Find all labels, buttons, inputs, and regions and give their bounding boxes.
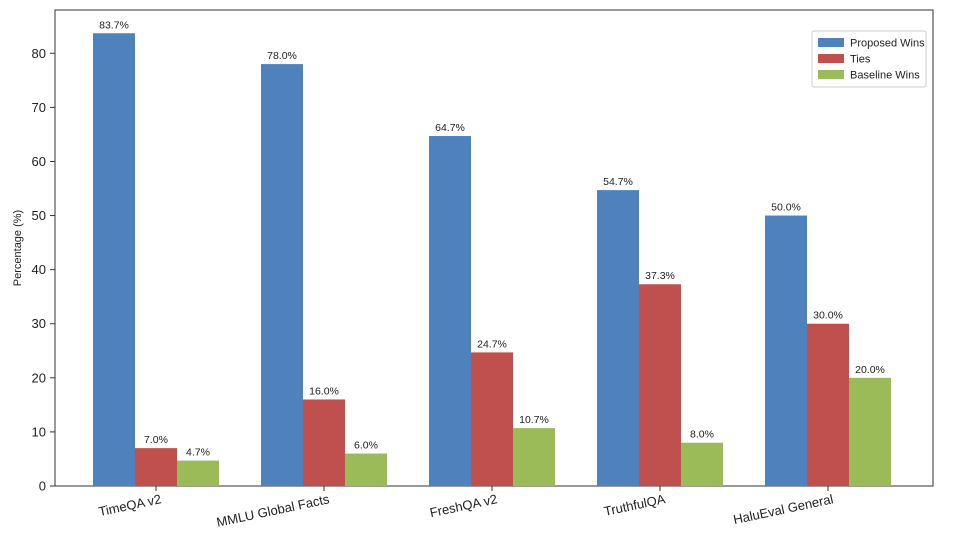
y-tick-label: 0	[39, 479, 46, 494]
bar-baseline-wins	[681, 442, 723, 486]
bar-baseline-wins	[513, 428, 555, 486]
y-tick-label: 60	[32, 154, 46, 169]
data-label: 83.7%	[99, 19, 129, 31]
y-tick-label: 10	[32, 424, 46, 439]
data-label: 50.0%	[771, 202, 801, 214]
x-tick-label: TimeQA v2	[97, 491, 163, 519]
data-label: 4.7%	[186, 447, 210, 459]
legend-entry: Ties	[850, 54, 871, 66]
data-label: 78.0%	[267, 50, 297, 62]
legend: Proposed Wins Ties Baseline Wins	[811, 30, 927, 88]
data-label: 20.0%	[855, 364, 885, 376]
legend-swatch	[818, 54, 844, 63]
data-label: 7.0%	[144, 434, 168, 446]
data-label: 16.0%	[309, 385, 339, 397]
data-label: 10.7%	[519, 414, 549, 426]
legend-swatch	[818, 38, 844, 47]
bar-baseline-wins	[177, 460, 219, 486]
bar-proposed-wins	[765, 215, 807, 486]
bar-ties	[639, 284, 681, 486]
bar-proposed-wins	[429, 136, 471, 487]
data-label: 6.0%	[354, 440, 378, 452]
y-tick-label: 20	[32, 370, 46, 385]
y-tick-label: 70	[32, 100, 46, 115]
bar-proposed-wins	[261, 64, 303, 486]
bar-ties	[807, 323, 849, 486]
y-axis: 0 10 20 30 40 50 60 70 80	[32, 46, 55, 494]
x-tick-label: MMLU Global Facts	[215, 491, 331, 530]
data-label: 24.7%	[477, 338, 507, 350]
y-tick-label: 80	[32, 46, 46, 61]
bar-baseline-wins	[345, 453, 387, 486]
x-tick-label: TruthfulQA	[602, 491, 666, 519]
bar-ties	[471, 352, 513, 486]
y-tick-label: 50	[32, 208, 46, 223]
y-axis-title: Percentage (%)	[12, 210, 24, 286]
x-tick-label: HaluEval General	[732, 491, 835, 527]
legend-swatch	[818, 70, 844, 79]
bar-proposed-wins	[93, 33, 135, 486]
data-label: 54.7%	[603, 176, 633, 188]
bar-ties	[135, 448, 177, 486]
x-axis: TimeQA v2 MMLU Global Facts FreshQA v2 Trut…	[97, 486, 835, 530]
bars: 83.7% 7.0% 4.7% 78.0% 16.0% 6.0% 64.7% 24.7% 10.…	[93, 19, 891, 487]
data-label: 8.0%	[690, 429, 714, 441]
y-tick-label: 40	[32, 262, 46, 277]
legend-entry: Baseline Wins	[850, 70, 920, 82]
data-label: 64.7%	[435, 122, 465, 134]
bar-ties	[303, 399, 345, 486]
bar-baseline-wins	[849, 377, 891, 486]
data-label: 30.0%	[813, 310, 843, 322]
bar-proposed-wins	[597, 190, 639, 486]
y-tick-label: 30	[32, 316, 46, 331]
legend-entry: Proposed Wins	[850, 38, 925, 50]
x-tick-label: FreshQA v2	[428, 491, 498, 520]
data-label: 37.3%	[645, 270, 675, 282]
